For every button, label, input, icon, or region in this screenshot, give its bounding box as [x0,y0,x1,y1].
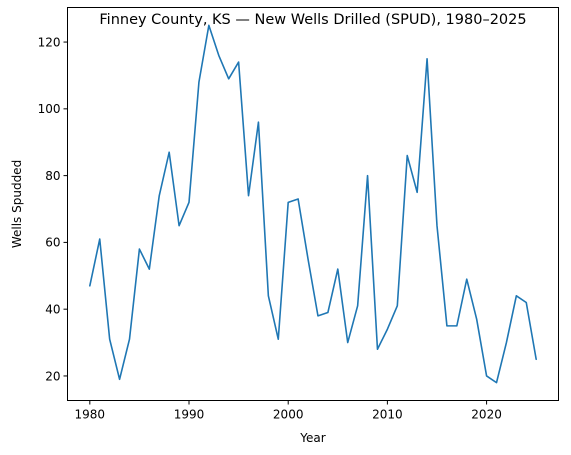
x-tick-label: 1980 [75,408,106,422]
series-line-0 [89,24,537,384]
y-tick-label: 40 [45,302,60,316]
x-axis: 1980 1990 2000 2010 2020 [75,400,502,422]
y-axis-label: Wells Spudded [10,160,24,248]
plot-area [89,24,537,384]
plot-frame [67,7,559,401]
y-axis: 20 40 60 80 100 120 [38,35,68,383]
x-tick-label: 2020 [471,408,502,422]
y-tick-label: 20 [45,369,60,383]
x-tick-label: 2010 [372,408,403,422]
y-tick-label: 120 [38,35,61,49]
x-axis-label: Year [299,431,325,445]
y-tick-label: 60 [45,236,60,250]
y-tick-label: 100 [38,102,61,116]
y-tick-label: 80 [45,169,60,183]
x-tick-label: 2000 [273,408,304,422]
chart-title: Finney County, KS — New Wells Drilled (S… [99,12,526,28]
x-tick-label: 1990 [174,408,205,422]
